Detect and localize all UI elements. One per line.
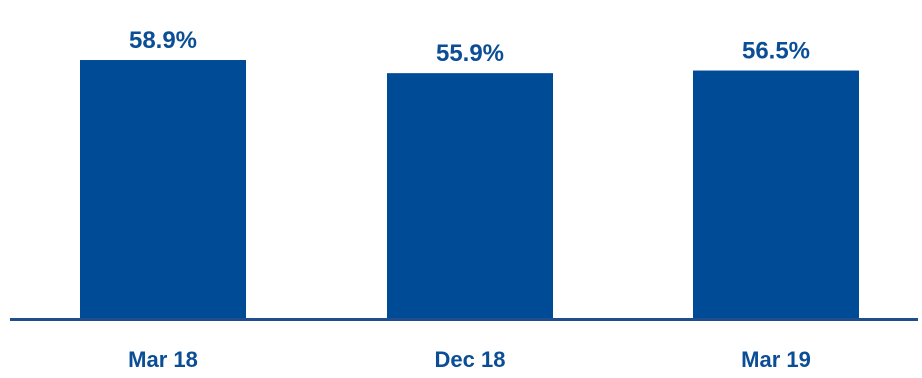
x-tick-label: Mar 18 [128, 347, 198, 372]
x-tick-label: Dec 18 [435, 347, 506, 372]
bars-group [80, 60, 859, 319]
bar-mar-18 [80, 60, 246, 318]
data-label: 58.9% [129, 27, 197, 54]
category-labels-group: Mar 18 Dec 18 Mar 19 [128, 347, 811, 372]
value-labels-group: 58.9% 55.9% 56.5% [129, 27, 810, 67]
bar-mar-19 [693, 70, 859, 318]
data-label: 56.5% [742, 38, 810, 65]
bar-dec-18 [387, 73, 553, 319]
x-tick-label: Mar 19 [741, 347, 811, 372]
data-label: 55.9% [436, 40, 504, 67]
